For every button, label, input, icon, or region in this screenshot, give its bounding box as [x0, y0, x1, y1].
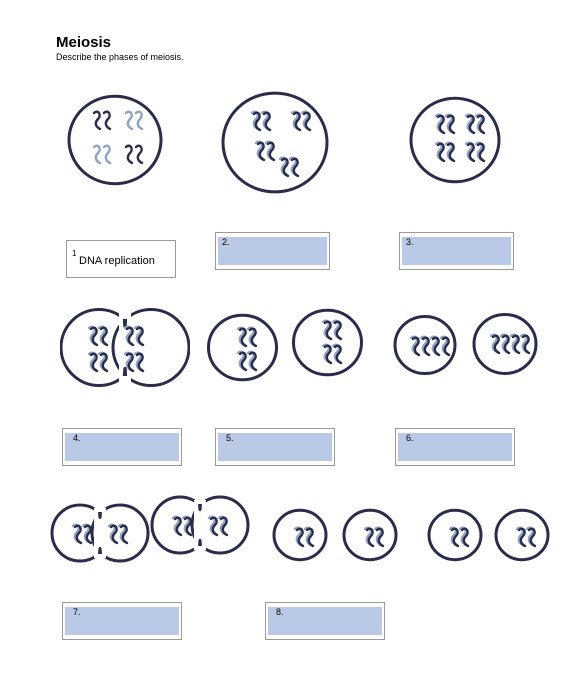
answer-box-1: 1DNA replication — [66, 240, 176, 278]
answer-text: DNA replication — [79, 255, 155, 267]
cell-diagram — [492, 505, 552, 565]
cell-diagram — [150, 490, 250, 560]
answer-box-8[interactable]: 8. — [265, 602, 385, 640]
answer-number: 7. — [73, 607, 81, 617]
page-title: Meiosis — [56, 34, 111, 51]
cell-diagram — [390, 310, 460, 380]
cell-diagram — [290, 300, 365, 385]
answer-number: 8. — [276, 607, 284, 617]
cell-diagram — [50, 498, 150, 568]
worksheet-page: Meiosis Describe the phases of meiosis. … — [0, 0, 582, 700]
answer-box-2[interactable]: 2. — [215, 232, 330, 270]
answer-fill — [218, 433, 332, 461]
answer-fill — [268, 607, 382, 635]
answer-number: 5. — [226, 433, 234, 443]
cell-diagram — [205, 305, 280, 390]
cell-diagram — [60, 300, 190, 395]
answer-box-5[interactable]: 5. — [215, 428, 335, 466]
answer-fill — [65, 607, 179, 635]
answer-fill — [65, 433, 179, 461]
cell-diagram — [60, 85, 170, 195]
answer-box-7[interactable]: 7. — [62, 602, 182, 640]
answer-fill — [218, 237, 327, 265]
answer-number: 2. — [222, 237, 230, 247]
answer-box-6[interactable]: 6. — [395, 428, 515, 466]
page-subtitle: Describe the phases of meiosis. — [56, 52, 184, 62]
cell-diagram — [425, 505, 485, 565]
cell-diagram — [470, 308, 540, 380]
answer-box-4[interactable]: 4. — [62, 428, 182, 466]
answer-fill — [402, 237, 511, 265]
answer-number: 1 — [72, 249, 76, 258]
answer-number: 3. — [406, 237, 414, 247]
answer-number: 4. — [73, 433, 81, 443]
answer-number: 6. — [406, 433, 414, 443]
cell-diagram — [405, 90, 505, 190]
cell-diagram — [340, 505, 400, 565]
cell-diagram — [215, 85, 335, 200]
answer-box-3[interactable]: 3. — [399, 232, 514, 270]
answer-fill — [398, 433, 512, 461]
cell-diagram — [270, 505, 330, 565]
